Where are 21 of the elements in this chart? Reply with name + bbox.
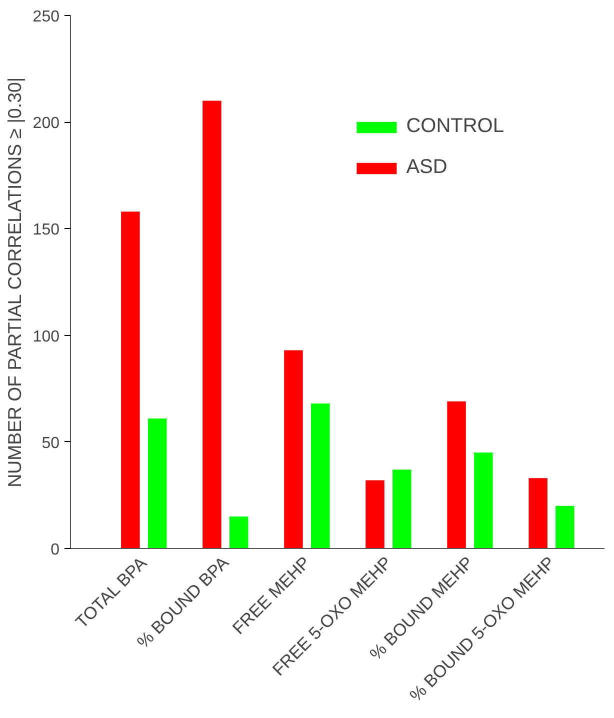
bar — [229, 516, 248, 548]
bar — [392, 470, 412, 548]
y-axis-title: NUMBER OF PARTIAL CORRELATIONS ≥ |0.30| — [4, 77, 25, 488]
bar — [121, 212, 140, 548]
bar — [366, 480, 384, 548]
y-tick-label: 50 — [42, 434, 60, 452]
y-tick-label: 0 — [50, 542, 60, 558]
y-tick-label: 250 — [32, 8, 60, 26]
bar — [556, 506, 574, 548]
bar — [311, 404, 330, 548]
bar — [528, 478, 548, 548]
y-tick-label: 100 — [32, 328, 60, 346]
legend-label: ASD — [406, 156, 448, 179]
bar — [447, 401, 466, 548]
y-tick-label: 150 — [32, 222, 60, 239]
bar — [148, 418, 167, 548]
y-tick-label: 200 — [32, 115, 60, 132]
bar — [202, 100, 222, 548]
bar — [474, 452, 493, 548]
legend-label: CONTROL — [406, 115, 504, 138]
bar — [284, 350, 303, 548]
